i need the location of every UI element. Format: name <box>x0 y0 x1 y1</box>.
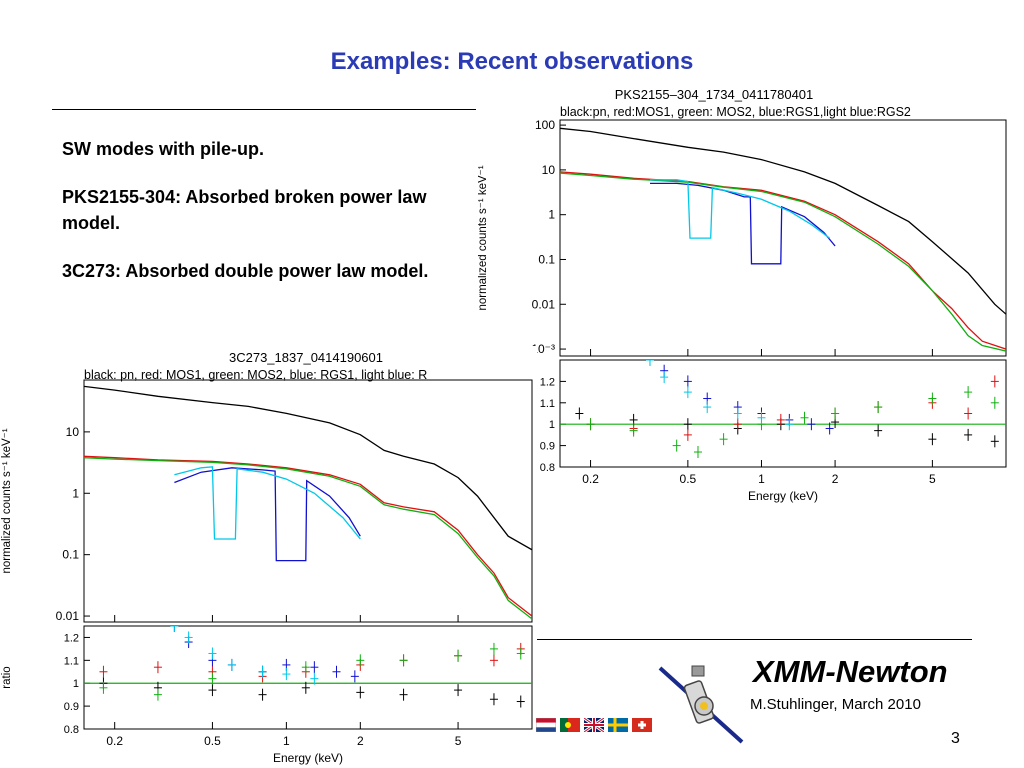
ratio-tick-label: 0.8 <box>540 462 555 474</box>
title-divider <box>52 109 476 110</box>
x-tick-label: 0.5 <box>204 734 221 748</box>
slide-title: Examples: Recent observations <box>330 48 694 75</box>
ratio-tick-label: 1.1 <box>64 655 79 667</box>
x-tick-label: 2 <box>357 734 364 748</box>
x-tick-label: 5 <box>455 734 462 748</box>
satellite-icon <box>656 656 746 751</box>
chart-3c273-svg: 3C273_1837_0414190601 black: pn, red: MOS… <box>1 350 533 765</box>
chart-3c273: 3C273_1837_0414190601 black: pn, red: MOS… <box>0 346 537 768</box>
chart-title: PKS2155–304_1734_0411780401 <box>615 87 814 102</box>
series-line-pn <box>560 127 1006 315</box>
x-tick-label: 1 <box>283 734 290 748</box>
ratio-tick-label: 0.8 <box>64 724 79 736</box>
body-line-2: PKS2155-304: Absorbed broken power law m… <box>62 187 427 233</box>
body-line-3: 3C273: Absorbed double power law model. <box>62 261 429 281</box>
series-line-rgs1 <box>650 182 836 265</box>
x-tick-label: 0.2 <box>106 734 123 748</box>
y-tick-label: 0.1 <box>62 548 79 562</box>
y-tick-label: 10 <box>66 425 80 439</box>
series-line-rgs2 <box>650 179 830 239</box>
series-line-rgs2 <box>174 466 361 540</box>
ratio-tick-label: 0.9 <box>540 441 555 453</box>
x-tick-label: 5 <box>929 472 936 486</box>
top-panel-frame <box>83 379 533 623</box>
footer-author: M.Stuhlinger, March 2010 <box>750 696 921 713</box>
series-line-pn <box>84 385 532 551</box>
flag-uk-icon <box>584 718 604 732</box>
page-number: 3 <box>951 730 960 747</box>
x-axis-label: Energy (keV) <box>748 489 818 503</box>
flag-portugal-icon <box>560 718 580 732</box>
chart-pks2155: PKS2155–304_1734_0411780401 black:pn, red… <box>478 86 1014 510</box>
series-line-mos1 <box>84 455 532 617</box>
chart-subtitle: black: pn, red: MOS1, green: MOS2, blue:… <box>84 368 427 382</box>
x-tick-label: 1 <box>758 472 765 486</box>
x-axis-label: Energy (keV) <box>273 751 343 765</box>
y-tick-label: 0.01 <box>532 297 556 311</box>
y-tick-label: 0.01 <box>56 609 80 623</box>
slide-body: SW modes with pile-up. PKS2155-304: Abso… <box>62 136 432 306</box>
top-panel-series <box>560 127 1006 352</box>
ratio-tick-label: 0.9 <box>64 701 79 713</box>
flag-row <box>536 718 652 732</box>
chart-pks2155-svg: PKS2155–304_1734_0411780401 black:pn, red… <box>478 87 1007 503</box>
x-tick-label: 0.5 <box>680 472 697 486</box>
body-line-1: SW modes with pile-up. <box>62 139 264 159</box>
series-line-mos2 <box>560 172 1006 352</box>
footer-mission-title: XMM-Newton <box>753 654 948 689</box>
flag-netherlands-icon <box>536 718 556 732</box>
ratio-tick-label: 1 <box>549 419 555 431</box>
top-panel-series <box>84 385 532 620</box>
chart-title: 3C273_1837_0414190601 <box>229 350 383 365</box>
y-tick-label: 0.1 <box>538 252 555 266</box>
ratio-panel-frame <box>83 625 533 730</box>
flag-switzerland-icon <box>632 718 652 732</box>
y-tick-label: 1 <box>72 486 79 500</box>
flag-sweden-icon <box>608 718 628 732</box>
y-tick-label: 1 <box>548 208 555 222</box>
footer-divider <box>536 639 972 640</box>
series-line-mos1 <box>560 171 1006 350</box>
ratio-panel-series <box>560 360 1006 459</box>
ratio-tick-label: 1.2 <box>64 632 79 644</box>
y-axis-label: normalized counts s⁻¹ keV⁻¹ <box>478 165 489 310</box>
chart-subtitle: black:pn, red:MOS1, green: MOS2, blue:RG… <box>560 105 911 119</box>
ratio-tick-label: 1.2 <box>540 376 555 388</box>
y-tick-label: 100 <box>535 118 555 132</box>
y-tick-label: 10 <box>542 163 556 177</box>
y-axis-label: normalized counts s⁻¹ keV⁻¹ <box>1 428 13 573</box>
ratio-tick-label: 1 <box>73 678 79 690</box>
ratio-axis-label: ratio <box>1 666 13 688</box>
series-line-rgs1 <box>174 467 361 562</box>
ratio-panel-series <box>84 626 532 708</box>
y-tick-label: 10⁻³ <box>531 342 555 356</box>
series-line-mos2 <box>84 457 532 620</box>
top-panel-frame <box>559 119 1007 357</box>
ratio-tick-label: 1.1 <box>540 398 555 410</box>
ratio-panel-frame <box>559 359 1007 468</box>
x-tick-label: 2 <box>832 472 839 486</box>
x-tick-label: 0.2 <box>582 472 599 486</box>
